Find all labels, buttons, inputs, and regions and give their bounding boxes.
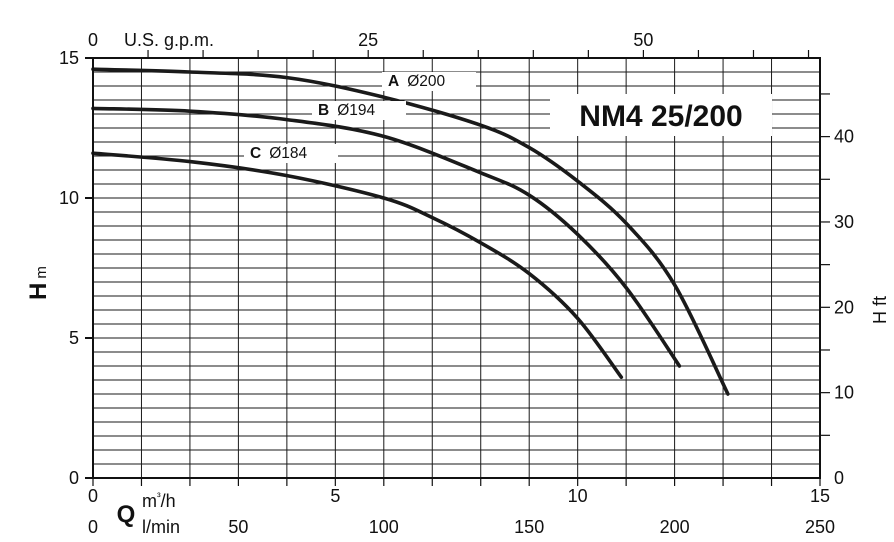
plot-frame <box>85 50 830 486</box>
y-right-tick-label: 30 <box>834 212 854 232</box>
x-lmin-tick-label: 50 <box>228 517 248 537</box>
x-lmin-tick-label: 200 <box>660 517 690 537</box>
x-top-unit-label: U.S. g.p.m. <box>124 30 214 50</box>
x-lmin-tick-label: 250 <box>805 517 835 537</box>
y-left-tick-label: 5 <box>69 328 79 348</box>
x-axis-symbol: Q <box>117 501 136 528</box>
curve-label-a: A Ø200 <box>388 73 446 90</box>
y-right-tick-label: 0 <box>834 468 844 488</box>
curve-a <box>91 67 730 396</box>
curve-c <box>91 151 624 379</box>
x-axis-unit: m³/h <box>142 491 176 511</box>
y-right-tick-label: 40 <box>834 127 854 147</box>
y-left-tick-label: 0 <box>69 468 79 488</box>
x-bottom-tick-label: 0 <box>88 486 98 506</box>
curves <box>91 67 730 396</box>
curve-label-background <box>312 101 406 120</box>
curve-label-c: C Ø184 <box>250 145 308 162</box>
x-axis-secondary-unit: l/min <box>142 517 180 537</box>
curve-b <box>91 106 682 368</box>
chart-title: NM4 25/200 <box>579 100 742 133</box>
x-bottom-tick-label: 5 <box>330 486 340 506</box>
curve-label-b: B Ø194 <box>318 102 376 119</box>
y-left-axis-title: Hm <box>25 266 52 300</box>
plot-border <box>92 57 821 479</box>
x-lmin-tick-label: 0 <box>88 517 98 537</box>
title-background <box>550 94 772 136</box>
curve-label-background <box>382 72 476 91</box>
x-lmin-tick-label: 100 <box>369 517 399 537</box>
y-left-tick-label: 15 <box>59 48 79 68</box>
y-left-tick-label: 10 <box>59 188 79 208</box>
x-top-tick-label: 25 <box>358 30 378 50</box>
x-bottom-tick-label: 10 <box>568 486 588 506</box>
y-right-axis-title: H ft <box>870 296 890 324</box>
x-top-tick-label: 50 <box>633 30 653 50</box>
y-right-tick-label: 10 <box>834 383 854 403</box>
curve-label-background <box>244 144 338 163</box>
x-top-tick-label: 0 <box>88 30 98 50</box>
x-lmin-tick-label: 150 <box>514 517 544 537</box>
x-bottom-tick-label: 15 <box>810 486 830 506</box>
y-right-tick-label: 20 <box>834 297 854 317</box>
